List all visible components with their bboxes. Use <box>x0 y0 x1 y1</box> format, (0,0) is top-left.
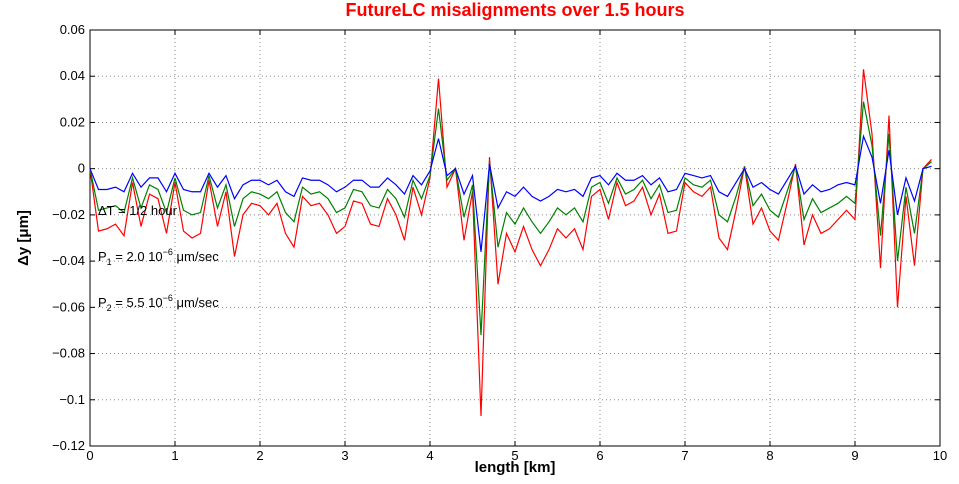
x-tick-label: 4 <box>426 448 433 463</box>
annotation-part: P <box>98 295 107 310</box>
y-tick-label: 0.06 <box>60 22 85 37</box>
x-tick-label: 3 <box>341 448 348 463</box>
y-tick-label: 0.02 <box>60 114 85 129</box>
annotation-part: μm/sec <box>173 295 219 310</box>
series-line <box>89 101 932 336</box>
annotation-part: 1 <box>107 257 112 267</box>
y-tick-label: −0.08 <box>52 346 85 361</box>
annotation-part: = 5.5 10 <box>112 295 163 310</box>
annotation-part: ΔT = 1/2 hour <box>98 203 178 218</box>
y-tick-label: −0.12 <box>52 438 85 453</box>
y-tick-label: −0.02 <box>52 207 85 222</box>
annotation-part: = 2.0 10 <box>112 249 163 264</box>
chart-title: FutureLC misalignments over 1.5 hours <box>345 0 684 20</box>
annotation: P2 = 5.5 10−6 μm/sec <box>98 293 219 313</box>
x-tick-label: 7 <box>681 448 688 463</box>
x-tick-label: 10 <box>933 448 947 463</box>
annotation: ΔT = 1/2 hour <box>98 203 178 218</box>
y-tick-label: −0.04 <box>52 253 85 268</box>
x-tick-label: 8 <box>766 448 773 463</box>
annotation-part: μm/sec <box>173 249 219 264</box>
series-line <box>89 134 932 252</box>
series-line <box>89 69 932 416</box>
x-tick-label: 6 <box>596 448 603 463</box>
annotation-part: 2 <box>107 303 112 313</box>
y-tick-label: 0 <box>78 161 85 176</box>
y-axis-label: Δy [μm] <box>15 210 32 266</box>
y-tick-label: −0.06 <box>52 299 85 314</box>
plot-frame <box>89 29 941 447</box>
annotation: P1 = 2.0 10−6 μm/sec <box>98 247 219 267</box>
x-tick-label: 0 <box>86 448 93 463</box>
x-tick-label: 9 <box>851 448 858 463</box>
y-tick-label: 0.04 <box>60 68 85 83</box>
annotation-part: −6 <box>163 247 173 257</box>
x-tick-label: 2 <box>256 448 263 463</box>
annotation-part: P <box>98 249 107 264</box>
x-axis-label: length [km] <box>475 459 556 476</box>
annotation-part: −6 <box>163 293 173 303</box>
y-tick-label: −0.1 <box>59 392 85 407</box>
x-tick-label: 5 <box>511 448 518 463</box>
x-tick-label: 1 <box>171 448 178 463</box>
